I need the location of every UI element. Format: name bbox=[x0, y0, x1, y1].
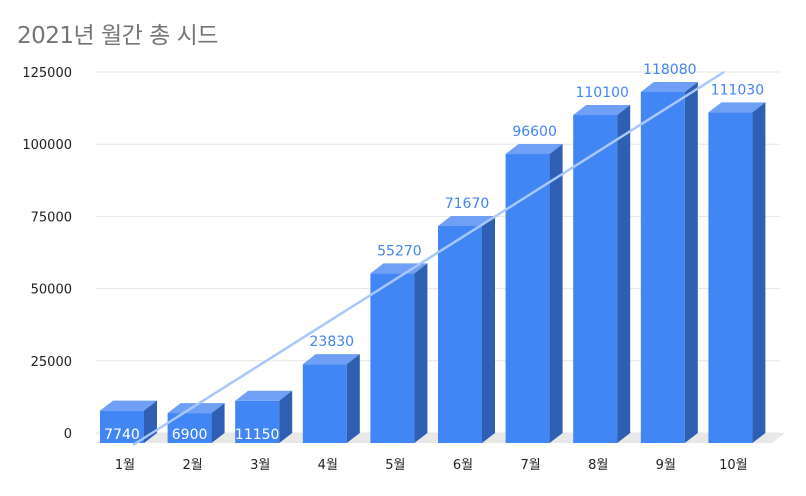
data-label: 71670 bbox=[445, 196, 490, 212]
bar bbox=[708, 102, 766, 443]
bar-side bbox=[752, 102, 766, 443]
x-tick-label: 10월 bbox=[719, 458, 748, 473]
y-tick-label: 25000 bbox=[31, 355, 72, 370]
bar bbox=[167, 403, 225, 443]
y-tick-label: 75000 bbox=[31, 210, 72, 225]
bar-front bbox=[505, 154, 550, 443]
bar-side bbox=[617, 105, 631, 444]
bar-front bbox=[302, 364, 347, 443]
bar-front bbox=[640, 91, 685, 444]
bar-front bbox=[573, 115, 618, 444]
bar-top bbox=[100, 400, 157, 411]
bar-top bbox=[708, 102, 766, 113]
y-tick-label: 0 bbox=[64, 427, 72, 442]
x-tick-label: 1월 bbox=[115, 458, 135, 473]
bar-side bbox=[482, 216, 495, 443]
data-label: 55270 bbox=[377, 243, 422, 259]
y-tick-label: 100000 bbox=[22, 138, 72, 153]
x-tick-label: 7월 bbox=[520, 458, 540, 473]
data-label: 6900 bbox=[172, 427, 208, 443]
x-tick-label: 6월 bbox=[453, 458, 473, 473]
bar-side bbox=[279, 390, 293, 443]
y-tick-label: 50000 bbox=[31, 283, 72, 298]
bar bbox=[438, 216, 495, 443]
x-tick-label: 4월 bbox=[318, 458, 338, 473]
x-tick-label: 8월 bbox=[588, 458, 608, 473]
data-label: 111030 bbox=[711, 82, 764, 98]
bar-front bbox=[438, 226, 482, 443]
bar-top bbox=[370, 263, 428, 274]
bar-front bbox=[235, 400, 280, 443]
bar bbox=[573, 105, 631, 444]
x-tick-label: 5월 bbox=[385, 458, 405, 473]
bar bbox=[302, 354, 360, 443]
bar-top bbox=[167, 403, 225, 414]
bar bbox=[235, 390, 293, 443]
x-tick-label: 9월 bbox=[656, 458, 676, 473]
data-label: 110100 bbox=[575, 85, 628, 101]
bar-top bbox=[235, 390, 293, 401]
bar bbox=[505, 144, 563, 443]
bar-side bbox=[549, 144, 563, 443]
bar-top bbox=[505, 144, 563, 155]
bar-top bbox=[573, 105, 631, 116]
trendline bbox=[132, 70, 725, 447]
bar-front bbox=[370, 273, 415, 443]
chart-title: 2021년 월간 총 시드 bbox=[17, 23, 218, 49]
data-label: 11150 bbox=[235, 427, 280, 443]
bar bbox=[100, 400, 157, 443]
bar-top bbox=[438, 216, 495, 227]
data-label: 7740 bbox=[104, 427, 140, 443]
bar-side bbox=[211, 403, 225, 443]
x-tick-label: 3월 bbox=[250, 458, 270, 473]
x-tick-label: 2월 bbox=[182, 458, 202, 473]
bar bbox=[370, 263, 428, 443]
data-label: 96600 bbox=[512, 124, 557, 140]
bar-side bbox=[414, 263, 428, 443]
bar bbox=[640, 81, 698, 444]
bar-front bbox=[100, 410, 144, 443]
bar-side bbox=[346, 354, 360, 443]
bar-side bbox=[684, 81, 698, 444]
bar-top bbox=[302, 354, 360, 365]
bar-top bbox=[640, 81, 698, 92]
data-label: 23830 bbox=[310, 334, 355, 350]
data-label: 118080 bbox=[643, 62, 696, 78]
y-tick-label: 125000 bbox=[22, 66, 72, 81]
bar-front bbox=[708, 112, 753, 443]
